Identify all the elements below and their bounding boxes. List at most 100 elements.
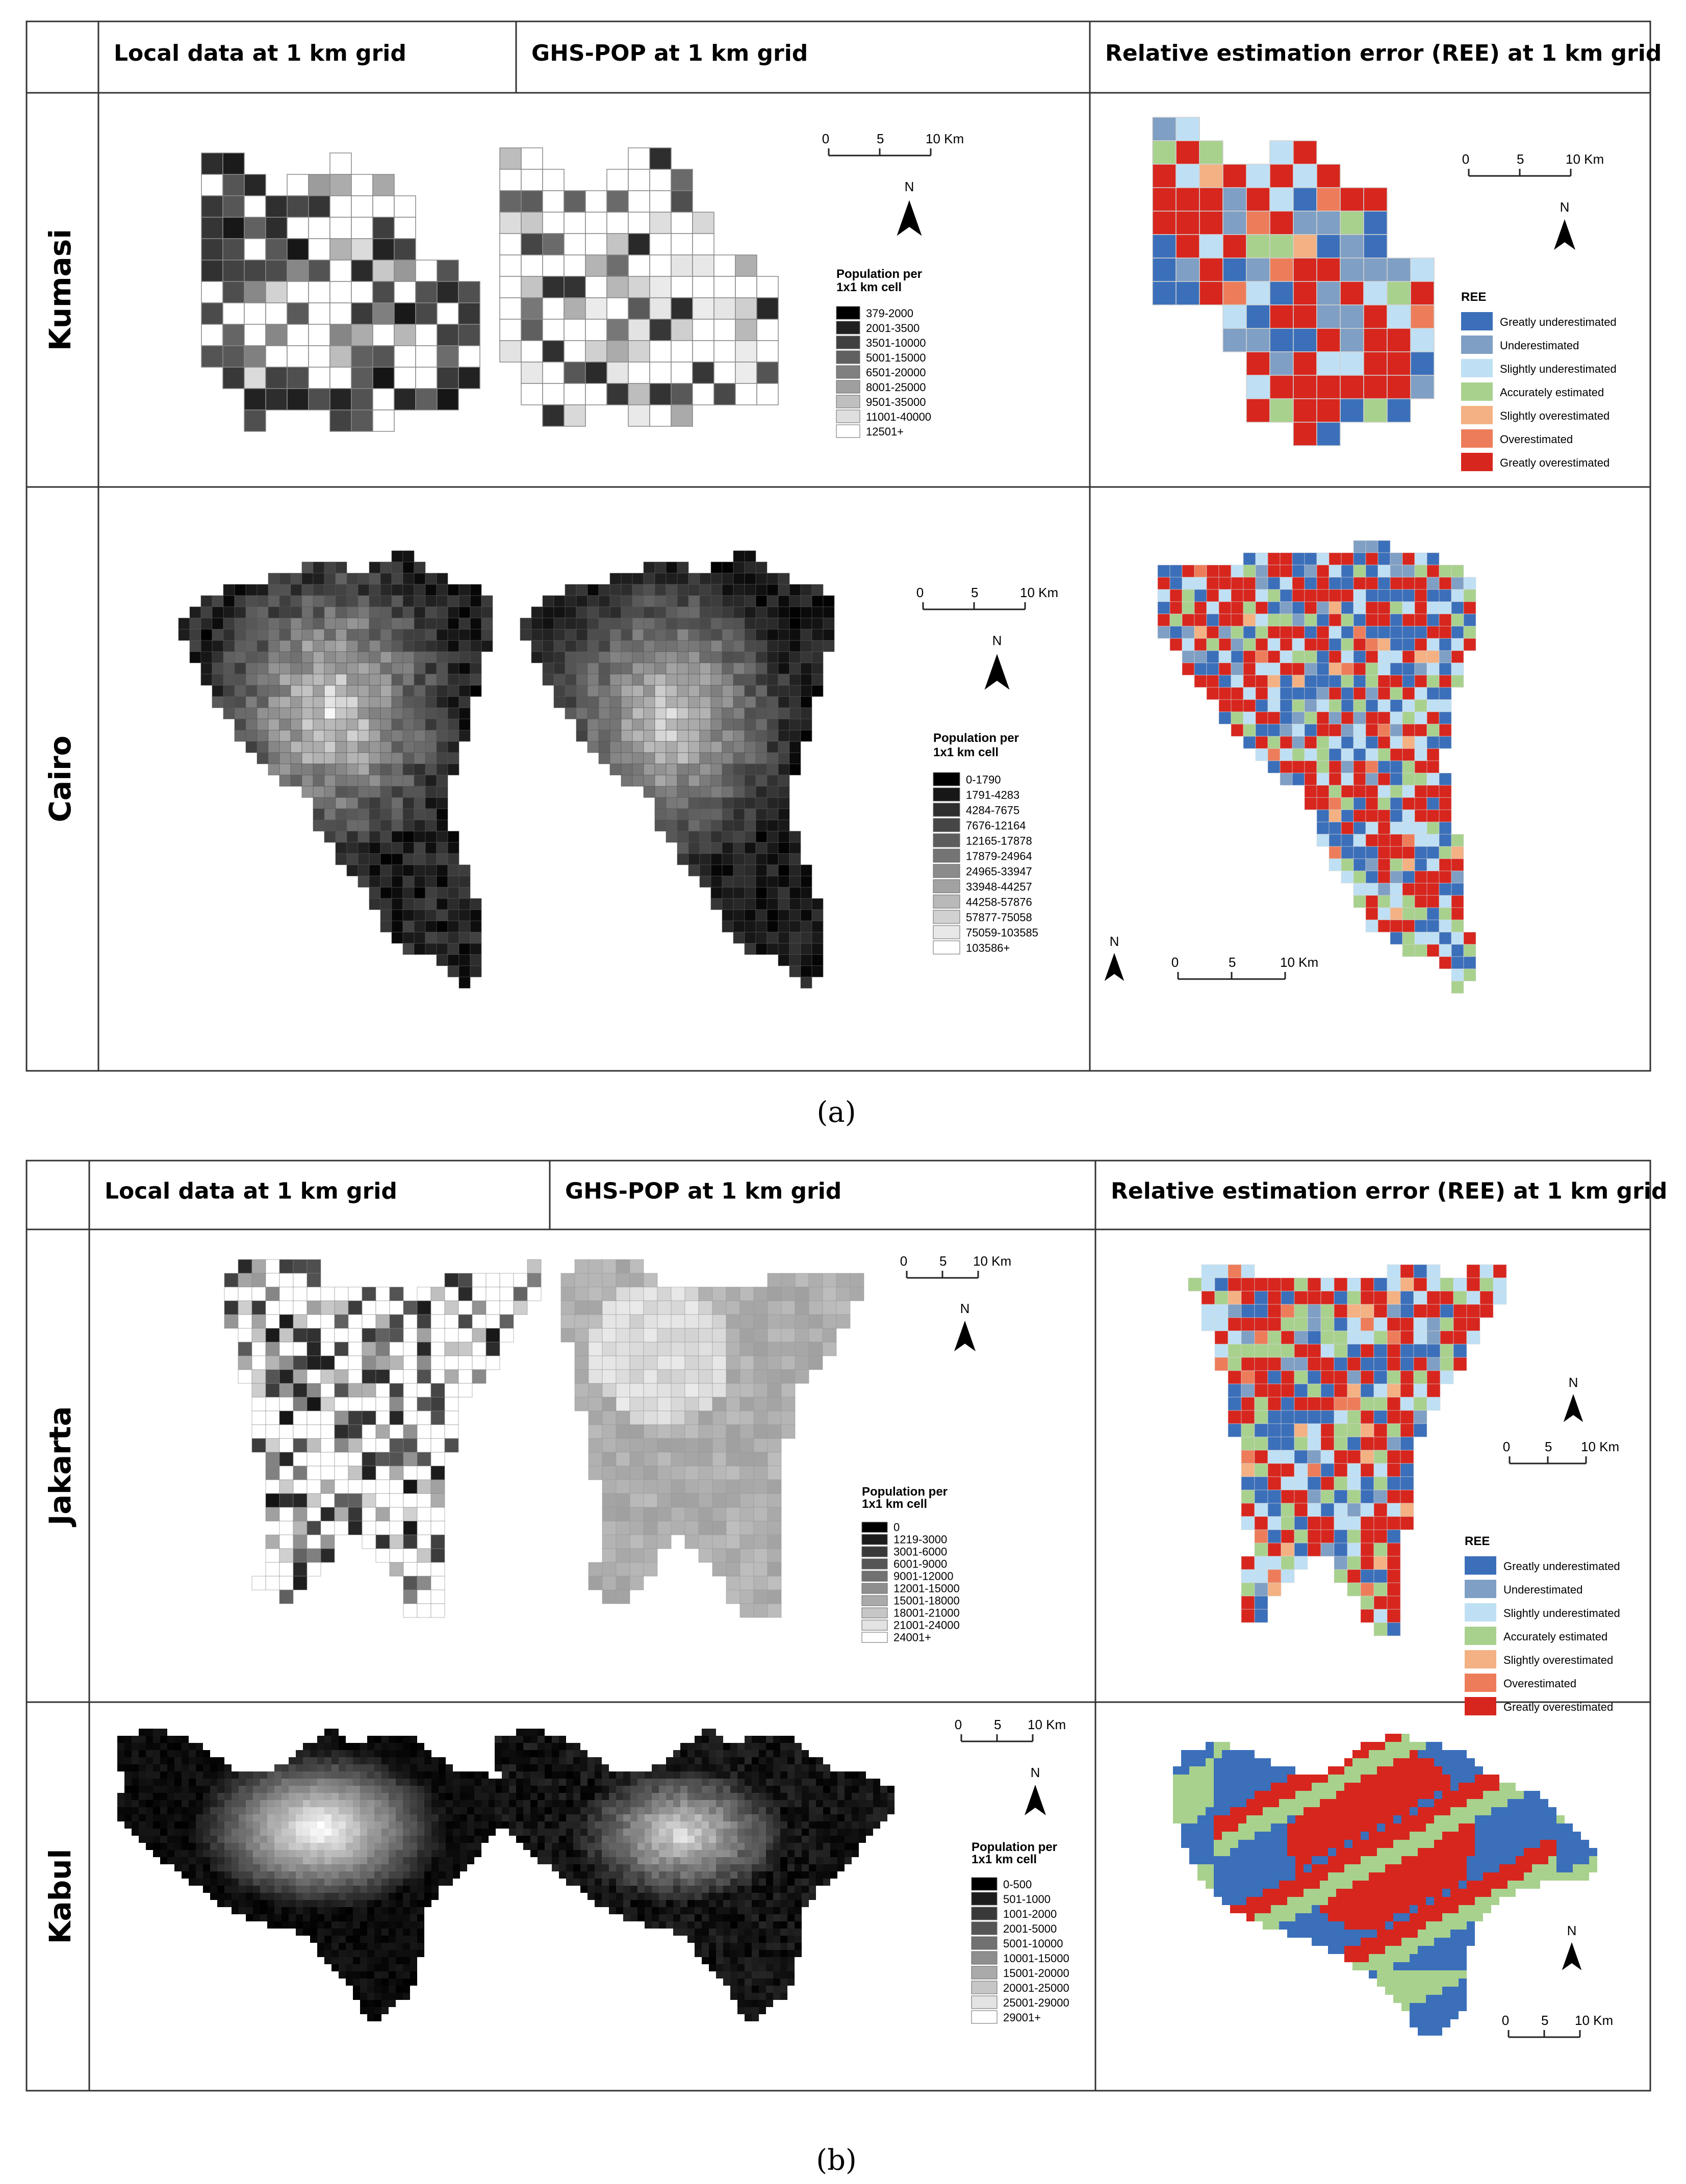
map-cell bbox=[767, 741, 779, 753]
north-arrow-cairo-ree: N bbox=[1104, 934, 1125, 981]
map-cell bbox=[489, 1814, 496, 1821]
map-cell bbox=[331, 1757, 339, 1764]
map-cell bbox=[789, 651, 801, 663]
map-cell bbox=[1169, 626, 1183, 639]
map-cell bbox=[460, 1771, 467, 1779]
map-cell bbox=[1267, 1330, 1282, 1345]
map-cell bbox=[1228, 1264, 1242, 1278]
map-cell bbox=[1218, 613, 1232, 627]
map-cell bbox=[1377, 748, 1391, 761]
map-cell bbox=[1281, 1436, 1295, 1451]
map-cell bbox=[331, 1829, 339, 1836]
map-cell bbox=[353, 1779, 360, 1786]
map-cell bbox=[360, 2000, 367, 2007]
map-cell bbox=[1293, 258, 1317, 282]
map-cell bbox=[348, 1328, 363, 1343]
map-cell bbox=[417, 1864, 424, 1871]
map-cell bbox=[654, 618, 667, 630]
map-cell bbox=[210, 1886, 217, 1893]
map-cell bbox=[196, 1757, 203, 1764]
map-cell bbox=[369, 819, 381, 832]
map-cell bbox=[268, 763, 280, 776]
map-cell bbox=[391, 831, 403, 843]
map-cell bbox=[767, 1369, 782, 1384]
map-cell bbox=[472, 1328, 487, 1343]
map-cell bbox=[850, 1273, 864, 1288]
map-cell bbox=[1402, 613, 1415, 627]
map-cell bbox=[766, 1757, 773, 1764]
scale-bar-cairo: 0 5 10 Km bbox=[916, 585, 1058, 610]
map-cell bbox=[346, 1929, 353, 1936]
map-cell bbox=[289, 1829, 296, 1836]
map-cell bbox=[616, 1479, 630, 1494]
map-cell bbox=[726, 1521, 740, 1535]
map-cell bbox=[739, 1397, 754, 1411]
map-cell bbox=[369, 763, 381, 776]
map-cell bbox=[692, 340, 714, 363]
map-cell bbox=[417, 1914, 424, 1921]
map-cell bbox=[1347, 1317, 1361, 1331]
map-cell bbox=[224, 1857, 232, 1864]
map-cell bbox=[348, 1452, 363, 1467]
map-cell bbox=[588, 1314, 603, 1329]
map-cell bbox=[1377, 870, 1391, 884]
map-cell bbox=[380, 651, 392, 663]
map-cell bbox=[739, 1300, 754, 1315]
map-cell bbox=[467, 1821, 474, 1829]
map-cell bbox=[289, 1757, 296, 1764]
ree-legend-swatch bbox=[1461, 359, 1493, 377]
map-cell bbox=[789, 674, 801, 686]
map-cell bbox=[509, 1736, 516, 1743]
map-cell bbox=[380, 573, 392, 585]
map-cell bbox=[666, 1779, 673, 1786]
map-cell bbox=[303, 1750, 310, 1757]
map-cell bbox=[753, 1397, 768, 1411]
map-cell bbox=[767, 842, 779, 854]
map-cell bbox=[688, 640, 700, 652]
map-cell bbox=[306, 1438, 321, 1453]
map-cell bbox=[381, 1907, 389, 1914]
map-cell bbox=[1400, 1383, 1414, 1398]
map-cell bbox=[1377, 540, 1391, 553]
map-cell bbox=[1316, 773, 1330, 786]
map-cell bbox=[153, 1743, 160, 1750]
map-cell bbox=[1214, 1344, 1229, 1358]
map-cell bbox=[1280, 613, 1293, 627]
map-cell bbox=[671, 362, 693, 384]
map-cell bbox=[752, 1743, 759, 1750]
map-cell bbox=[1267, 1582, 1282, 1597]
map-cell bbox=[629, 1479, 644, 1494]
map-cell bbox=[306, 1383, 321, 1398]
map-cell bbox=[1414, 785, 1427, 798]
map-cell bbox=[403, 1355, 418, 1370]
map-cell bbox=[381, 1771, 389, 1779]
map-cell bbox=[576, 707, 588, 720]
map-cell bbox=[146, 1821, 153, 1829]
map-cell bbox=[629, 1507, 644, 1522]
map-cell bbox=[755, 775, 768, 787]
map-cell bbox=[289, 1821, 296, 1829]
map-cell bbox=[348, 1493, 363, 1508]
map-cell bbox=[223, 629, 235, 641]
map-cell bbox=[1400, 1450, 1414, 1464]
map-cell bbox=[538, 1764, 545, 1771]
map-cell bbox=[339, 1736, 346, 1743]
map-cell bbox=[196, 1764, 203, 1771]
map-cell bbox=[160, 1771, 167, 1779]
map-cell bbox=[1451, 662, 1464, 676]
map-cell bbox=[381, 1821, 389, 1829]
map-cell bbox=[424, 1779, 431, 1786]
map-cell bbox=[346, 1850, 353, 1857]
map-cell bbox=[516, 1743, 523, 1750]
map-cell bbox=[1402, 834, 1415, 847]
map-cell bbox=[146, 1771, 153, 1779]
map-cell bbox=[628, 404, 650, 427]
map-cell bbox=[1254, 1357, 1268, 1371]
map-cell bbox=[374, 1936, 381, 1943]
map-cell bbox=[632, 584, 644, 596]
map-cell bbox=[1440, 1304, 1454, 1318]
map-cell bbox=[1194, 577, 1207, 590]
map-cell bbox=[789, 763, 801, 776]
map-cell bbox=[335, 797, 347, 809]
map-cell bbox=[410, 1743, 417, 1750]
